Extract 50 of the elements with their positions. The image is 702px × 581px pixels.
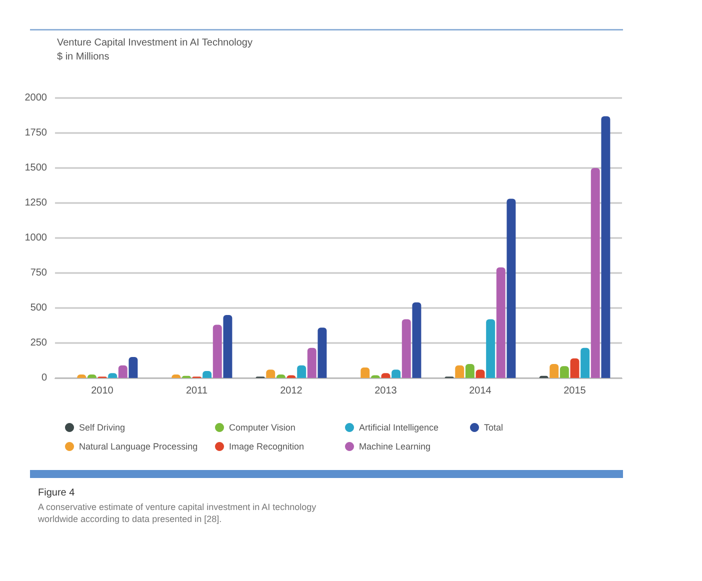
legend-label: Artificial Intelligence — [359, 422, 439, 432]
bar — [128, 357, 138, 378]
bar — [496, 267, 506, 378]
x-tick-label: 2014 — [469, 386, 492, 396]
bar — [560, 366, 569, 378]
legend-label: Computer Vision — [229, 422, 296, 432]
y-tick-label: 1000 — [24, 232, 48, 244]
bar — [550, 364, 559, 378]
legend-label: Natural Language Processing — [79, 442, 198, 452]
x-tick-label: 2012 — [280, 386, 303, 396]
bar — [486, 319, 496, 378]
bar — [402, 319, 411, 378]
bar — [570, 358, 580, 378]
bar — [590, 168, 600, 378]
y-tick-label: 750 — [30, 268, 48, 278]
y-tick-label: 2000 — [24, 92, 48, 104]
bar — [580, 348, 590, 378]
bar — [318, 328, 327, 378]
bar — [601, 116, 610, 378]
y-tick-label: 1250 — [24, 198, 48, 208]
y-tick-label: 1500 — [24, 162, 48, 174]
y-tick-label: 250 — [30, 338, 48, 348]
caption: Figure 4 — [38, 488, 76, 498]
legend-label: Total — [484, 422, 504, 432]
y-tick-label: 0 — [41, 372, 48, 384]
bar — [118, 365, 128, 378]
legend-label: Image Recognition — [229, 442, 304, 452]
bar — [465, 364, 474, 378]
chart-subtitle: $ in Millions — [57, 52, 110, 62]
legend-label: Machine Learning — [359, 442, 431, 452]
x-tick-label: 2010 — [91, 386, 114, 396]
x-tick-label: 2015 — [564, 386, 586, 396]
bar — [360, 368, 370, 378]
x-tick-label: 2011 — [186, 386, 208, 396]
bar — [307, 348, 316, 378]
y-tick-label: 500 — [30, 302, 48, 314]
text: A conservative estimate of venture capital investment in AI technology worldwide according to data presented in [28]. — [37, 502, 319, 524]
bar — [412, 302, 422, 378]
y-tick-label: 1750 — [24, 128, 48, 138]
bar — [297, 365, 306, 378]
bar — [476, 370, 485, 378]
bar — [212, 324, 222, 378]
bar — [223, 315, 232, 378]
bar — [506, 198, 516, 378]
bar — [455, 365, 464, 378]
bar — [266, 370, 276, 378]
x-tick-label: 2013 — [374, 386, 398, 396]
legend-label: Self Driving — [79, 422, 126, 432]
chart-title: Venture Capital Investment in AI Technology — [57, 38, 252, 48]
bar — [392, 370, 401, 378]
